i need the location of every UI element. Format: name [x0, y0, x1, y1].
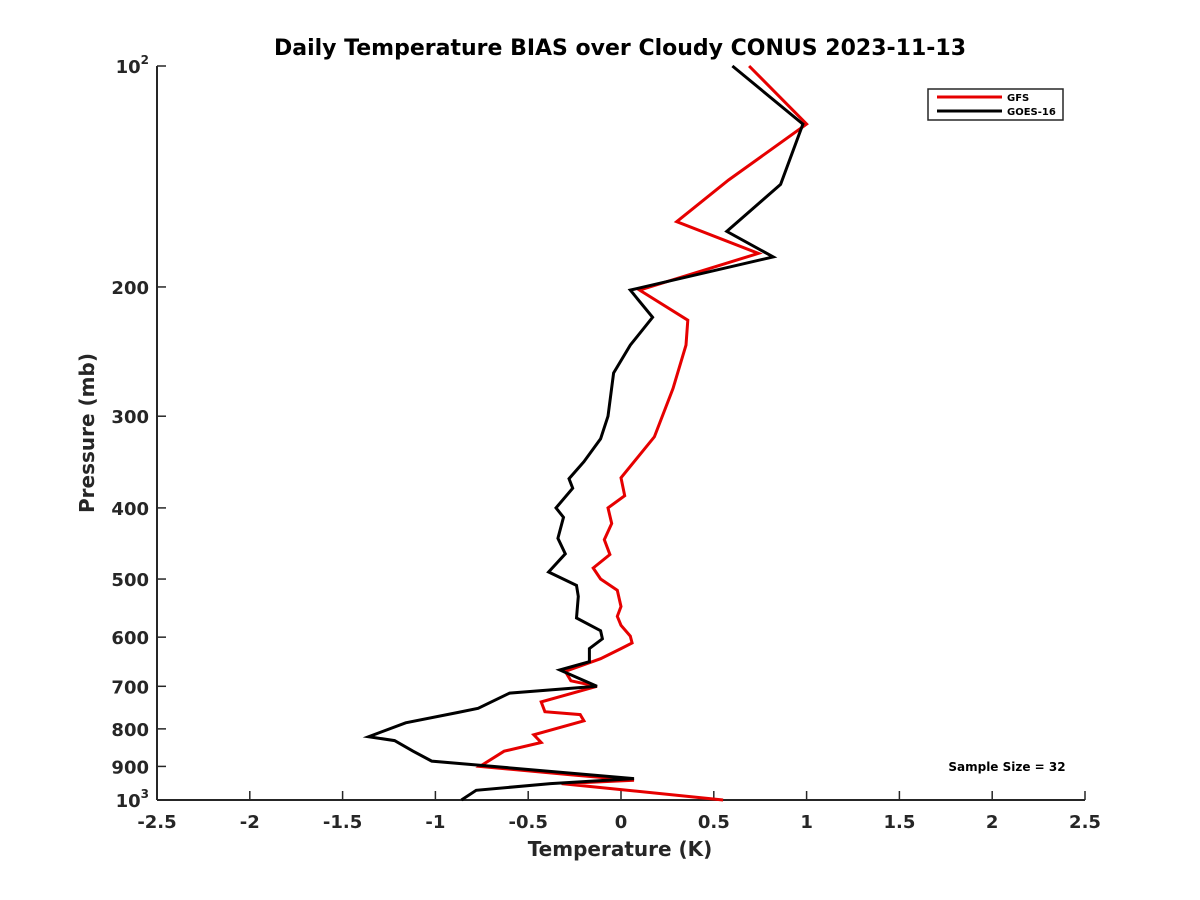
series-line-gfs	[475, 64, 809, 802]
y-tick-label-base: 400	[111, 499, 149, 520]
legend-box	[927, 88, 1064, 121]
y-tick-label: 200	[111, 278, 149, 299]
y-tick-label-base: 700	[111, 677, 149, 698]
x-tick-label: 0.5	[698, 812, 730, 833]
y-tick-label: 600	[111, 628, 149, 649]
y-tick-label-base: 200	[111, 278, 149, 299]
x-tick-label: 1	[800, 812, 813, 833]
y-tick-label: 102	[116, 53, 149, 78]
y-tick-label: 700	[111, 677, 149, 698]
x-tick-label: -1.5	[323, 812, 362, 833]
x-tick-label: -1	[425, 812, 445, 833]
y-tick-label: 103	[116, 787, 149, 812]
y-tick-label-exponent: 2	[141, 53, 149, 67]
y-tick-label-base: 900	[111, 757, 149, 778]
y-tick-label-exponent: 3	[141, 787, 149, 801]
x-tick-label: -0.5	[509, 812, 548, 833]
y-tick-label: 900	[111, 757, 149, 778]
y-tick-label: 400	[111, 499, 149, 520]
y-tick-label-base: 800	[111, 720, 149, 741]
x-axis-label: Temperature (K)	[528, 837, 713, 861]
legend-label: GOES-16	[1007, 107, 1056, 118]
legend-label: GFS	[1007, 93, 1029, 104]
y-tick-label-base: 10	[116, 57, 141, 78]
x-tick-label: 1.5	[883, 812, 915, 833]
y-tick-label-base: 10	[116, 791, 141, 812]
y-tick-label: 800	[111, 720, 149, 741]
legend: GFS GOES-16	[927, 88, 1064, 121]
chart-title: Daily Temperature BIAS over Cloudy CONUS…	[274, 36, 966, 61]
y-tick-label-base: 500	[111, 570, 149, 591]
x-tick-label: 2	[986, 812, 999, 833]
x-tick-label: -2	[240, 812, 260, 833]
y-axis-label: Pressure (mb)	[75, 353, 99, 513]
x-tick-label: 0	[615, 812, 628, 833]
axes: -2.5 -2 -1.5 -1 -0.5 0 0.5 1 1.5 2 2.5102200300400…	[111, 53, 1101, 833]
sample-size-annotation: Sample Size = 32	[948, 760, 1065, 774]
y-tick-label: 500	[111, 570, 149, 591]
series-layer	[362, 64, 809, 802]
x-tick-label: -2.5	[137, 812, 176, 833]
series-line-goes-16	[362, 64, 805, 802]
y-tick-label-base: 600	[111, 628, 149, 649]
y-tick-label: 300	[111, 407, 149, 428]
y-tick-label-base: 300	[111, 407, 149, 428]
x-tick-label: 2.5	[1069, 812, 1101, 833]
